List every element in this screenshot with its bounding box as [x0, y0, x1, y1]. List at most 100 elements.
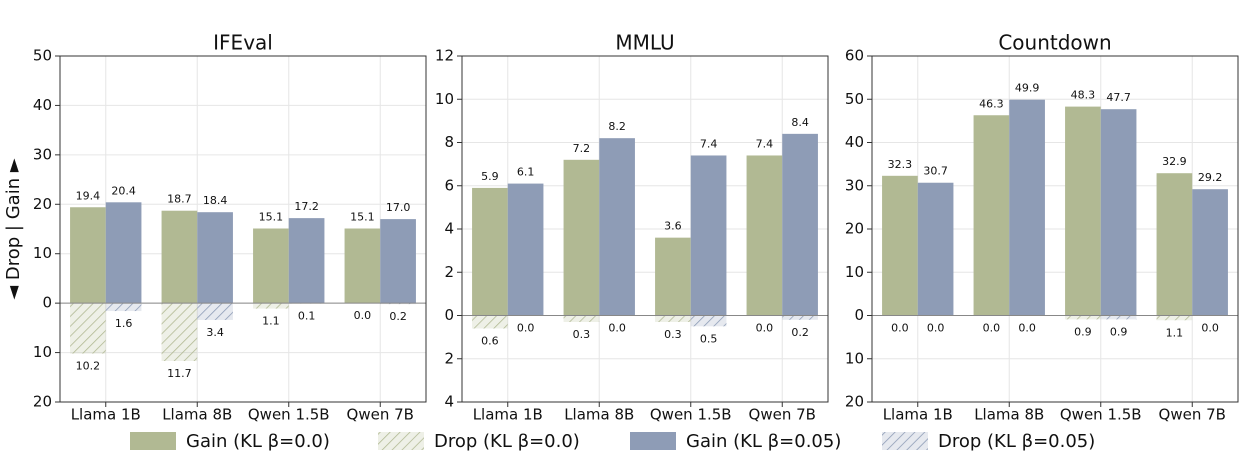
- value-label: 0.0: [517, 322, 535, 335]
- y-tick-label: 10: [845, 349, 864, 367]
- gain-bar: [782, 133, 818, 316]
- gain-bar: [344, 228, 381, 304]
- value-label: 0.2: [389, 310, 407, 323]
- x-tick-label: Llama 1B: [71, 406, 141, 424]
- legend-swatch: [130, 432, 176, 450]
- gain-bar: [105, 202, 142, 304]
- x-tick-label: Llama 8B: [564, 406, 634, 424]
- value-label: 1.1: [1166, 326, 1184, 339]
- chart-title: IFEval: [213, 31, 273, 55]
- y-tick-label: 4: [444, 220, 454, 238]
- x-tick-label: Llama 1B: [883, 406, 953, 424]
- drop-bar: [1065, 315, 1101, 320]
- drop-bar: [472, 315, 508, 329]
- gain-bar: [1100, 109, 1137, 316]
- y-tick-label: 50: [33, 47, 52, 65]
- gain-bar: [599, 138, 635, 316]
- gain-bar: [917, 182, 954, 316]
- gain-bar: [288, 218, 325, 304]
- y-tick-label: 40: [845, 133, 864, 151]
- value-label: 0.0: [1201, 322, 1219, 335]
- gain-bar: [253, 228, 289, 304]
- value-label: 0.0: [608, 322, 626, 335]
- y-tick-label: 0: [444, 306, 454, 324]
- gain-bar: [197, 212, 233, 304]
- gain-bar: [70, 207, 106, 304]
- y-tick-label: 0: [854, 306, 864, 324]
- value-label: 11.7: [167, 367, 192, 380]
- gain-bar: [882, 175, 918, 316]
- x-tick-label: Qwen 7B: [749, 406, 816, 424]
- value-label: 18.7: [167, 193, 192, 206]
- y-tick-label: 10: [33, 343, 52, 361]
- drop-bar: [563, 315, 600, 322]
- value-label: 0.6: [481, 334, 499, 347]
- x-tick-label: Qwen 7B: [1159, 406, 1226, 424]
- x-tick-label: Llama 8B: [974, 406, 1044, 424]
- value-label: 7.4: [756, 137, 774, 150]
- value-label: 0.0: [983, 322, 1001, 335]
- value-label: 3.6: [664, 220, 682, 233]
- value-label: 15.1: [350, 211, 375, 224]
- value-label: 17.2: [294, 200, 319, 213]
- gain-bar: [1009, 99, 1045, 316]
- y-tick-label: 2: [444, 263, 454, 281]
- value-label: 0.0: [927, 322, 945, 335]
- gain-bar: [746, 155, 783, 316]
- gain-bar: [161, 210, 198, 304]
- drop-bar: [1156, 315, 1193, 321]
- legend-label: Gain (KL β=0.05): [686, 431, 841, 452]
- x-tick-label: Llama 8B: [162, 406, 232, 424]
- y-tick-label: 20: [33, 195, 52, 213]
- y-tick-label: 20: [33, 393, 52, 411]
- gain-bar: [380, 219, 416, 304]
- gain-bar: [507, 183, 544, 316]
- value-label: 0.0: [1018, 322, 1036, 335]
- y-tick-label: 40: [33, 96, 52, 114]
- drop-bar: [161, 303, 198, 361]
- y-tick-label: 10: [845, 263, 864, 281]
- value-label: 7.4: [700, 137, 718, 150]
- value-label: 5.9: [481, 170, 499, 183]
- gain-bar: [1065, 106, 1101, 316]
- y-tick-label: 20: [845, 220, 864, 238]
- y-tick-label: 30: [845, 176, 864, 194]
- y-tick-label: 20: [845, 393, 864, 411]
- drop-bar: [253, 303, 289, 309]
- value-label: 0.0: [891, 322, 909, 335]
- value-label: 32.3: [888, 158, 913, 171]
- value-label: 0.1: [298, 310, 316, 323]
- legend-label: Gain (KL β=0.0): [186, 431, 330, 452]
- value-label: 17.0: [386, 201, 411, 214]
- y-tick-label: 30: [33, 145, 52, 163]
- value-label: 3.4: [206, 326, 224, 339]
- gain-bar: [655, 237, 691, 316]
- drop-bar: [655, 315, 691, 322]
- y-tick-label: 10: [33, 244, 52, 262]
- legend-label: Drop (KL β=0.0): [434, 431, 580, 452]
- plot-frame: [59, 55, 427, 403]
- y-tick-label: 50: [845, 90, 864, 108]
- value-label: 1.1: [262, 315, 280, 328]
- value-label: 8.2: [608, 120, 626, 133]
- y-tick-label: 12: [435, 47, 454, 65]
- value-label: 18.4: [203, 194, 228, 207]
- x-tick-label: Llama 1B: [473, 406, 543, 424]
- value-label: 15.1: [259, 211, 284, 224]
- chart-title: MMLU: [615, 31, 674, 55]
- y-tick-label: 2: [444, 349, 454, 367]
- value-label: 46.3: [979, 97, 1004, 110]
- gain-bar: [973, 115, 1010, 316]
- gain-bar: [1192, 189, 1228, 316]
- legend-swatch: [630, 432, 676, 450]
- value-label: 10.2: [76, 360, 101, 373]
- value-label: 48.3: [1071, 89, 1096, 102]
- legend-swatch: [378, 432, 424, 450]
- value-label: 30.7: [923, 165, 948, 178]
- value-label: 0.0: [756, 322, 774, 335]
- value-label: 0.3: [664, 328, 682, 341]
- x-tick-label: Qwen 1.5B: [650, 406, 732, 424]
- y-tick-label: 10: [435, 90, 454, 108]
- value-label: 47.7: [1106, 91, 1131, 104]
